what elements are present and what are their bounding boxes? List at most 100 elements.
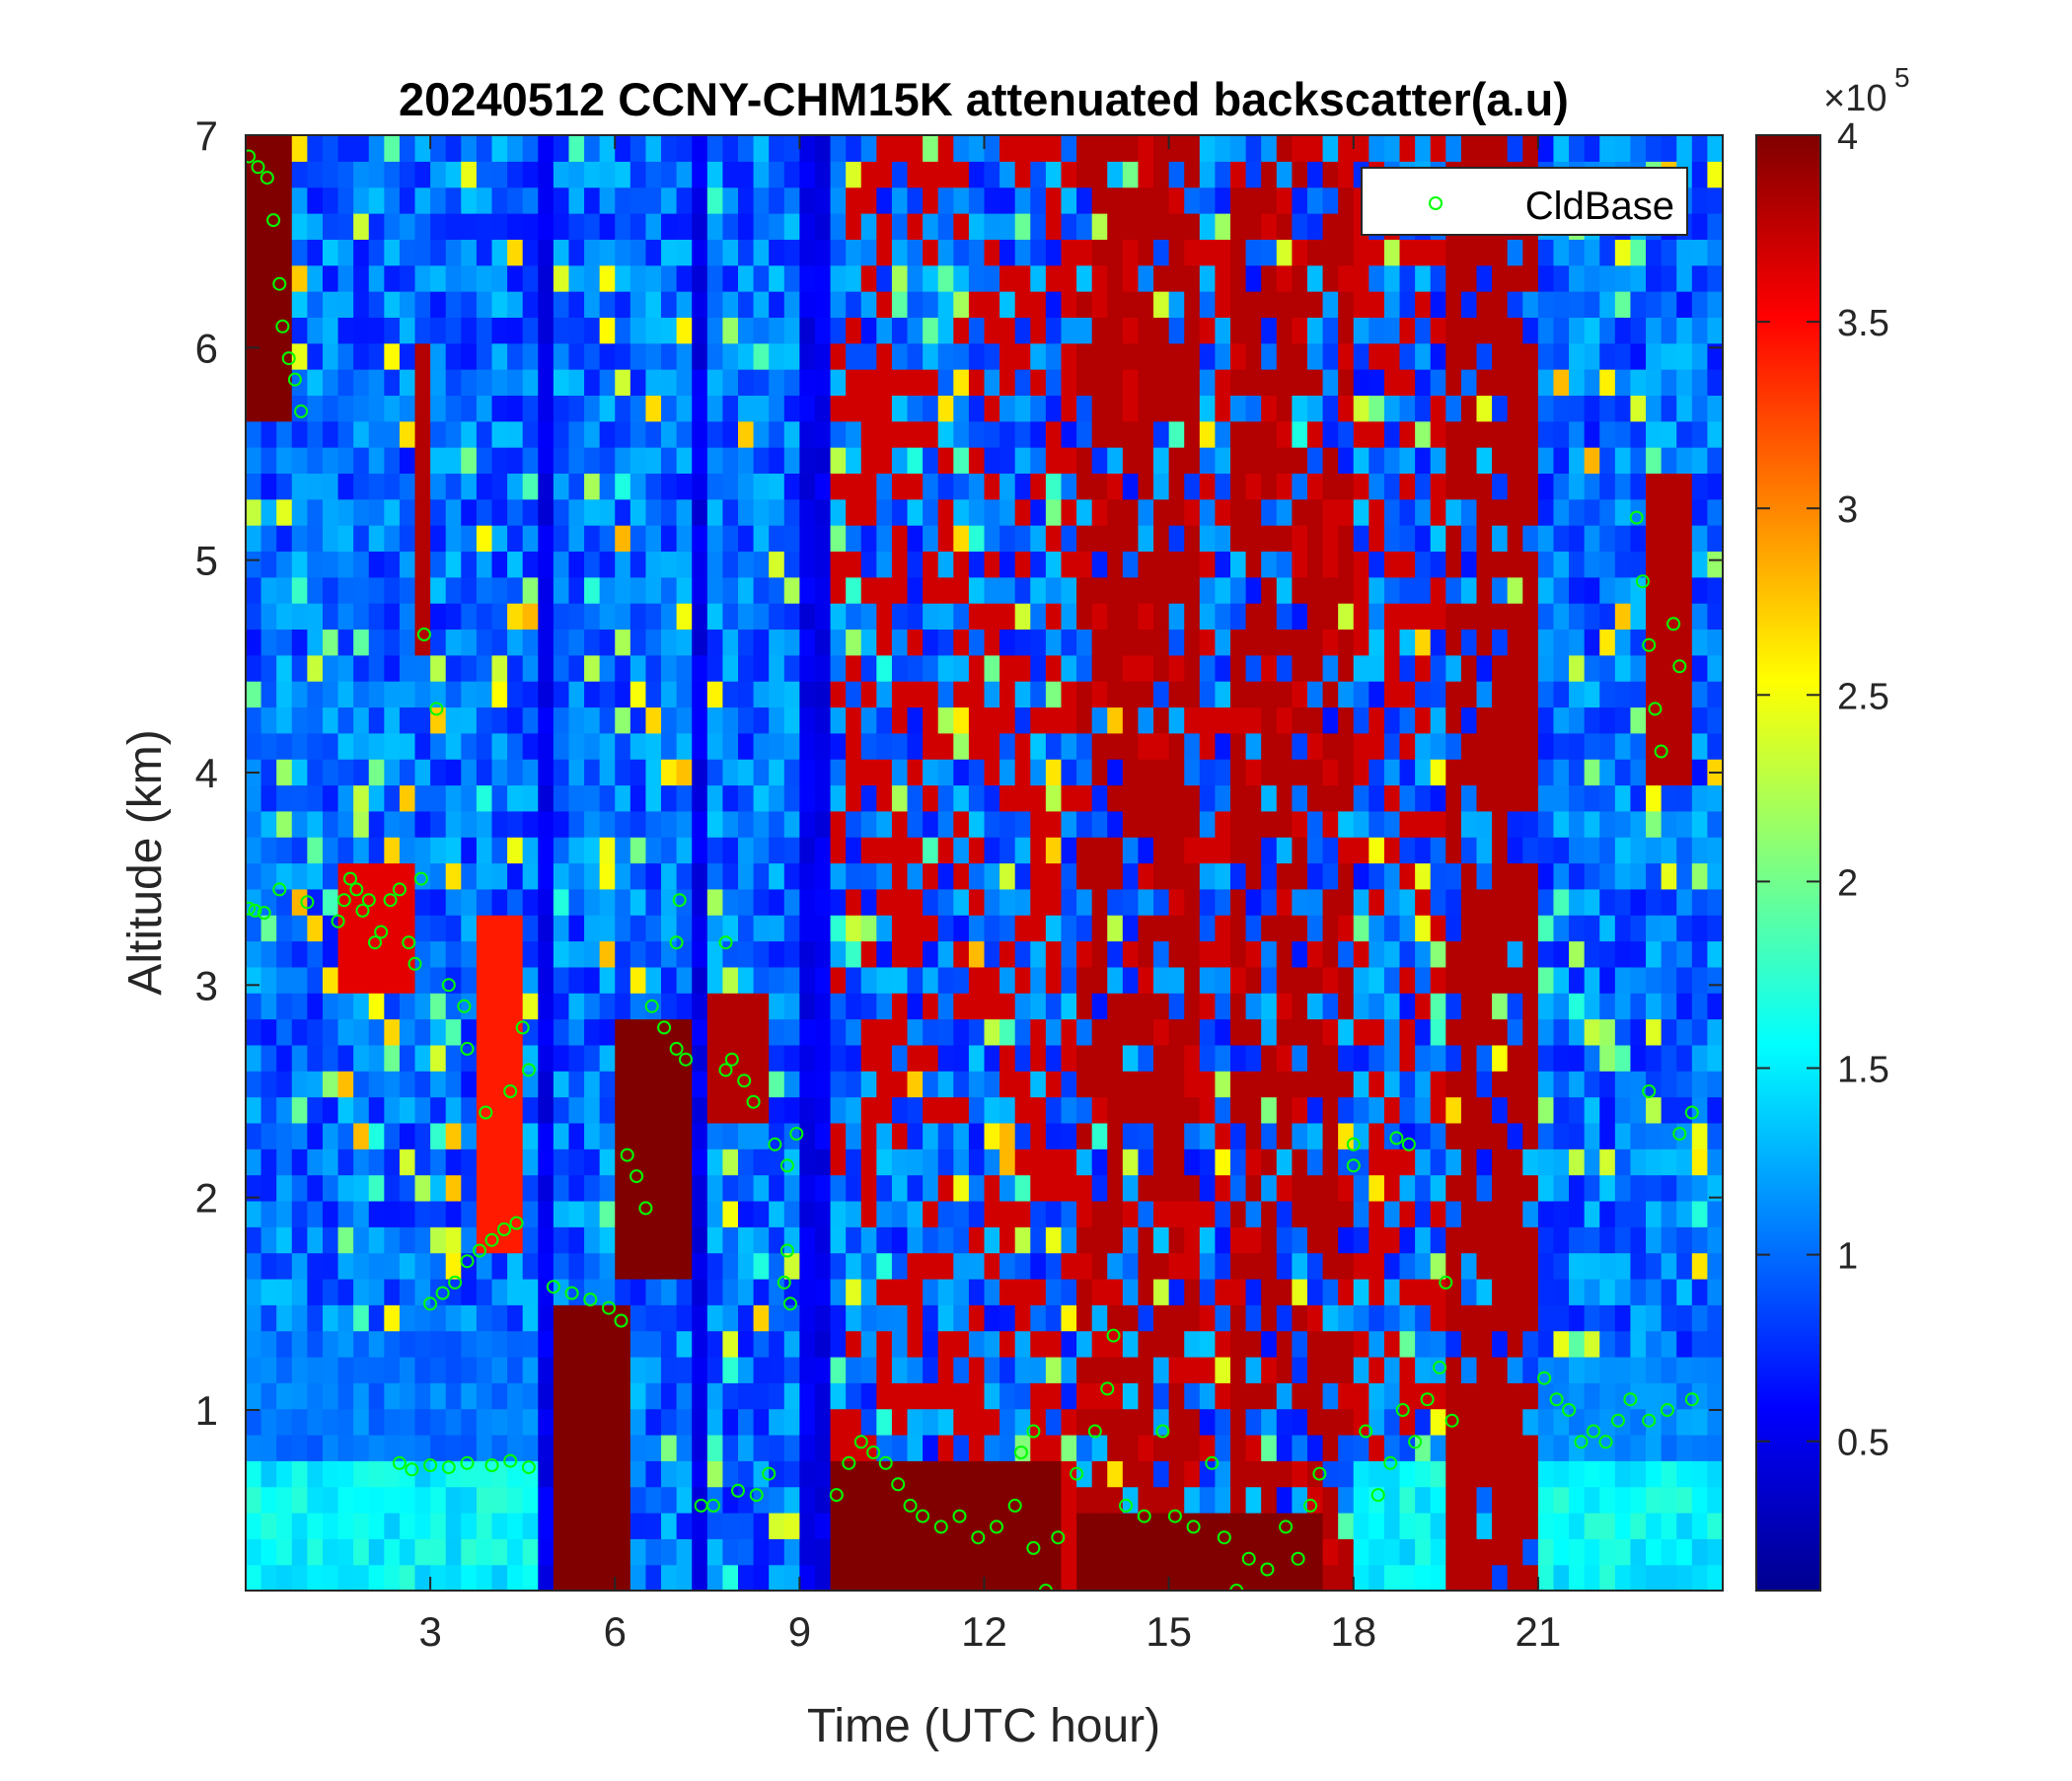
heatmap-cell	[1122, 629, 1140, 656]
heatmap-cell	[1168, 186, 1185, 214]
heatmap-cell	[676, 135, 693, 162]
heatmap-cell	[430, 1356, 447, 1383]
heatmap-cell	[1076, 395, 1093, 422]
heatmap-cell	[430, 759, 447, 786]
heatmap-cell	[1153, 1071, 1170, 1098]
heatmap-cell	[353, 759, 370, 786]
heatmap-cell	[1215, 1356, 1231, 1383]
heatmap-cell	[783, 1071, 800, 1098]
heatmap-cell	[1153, 993, 1170, 1020]
heatmap-cell	[615, 1149, 631, 1176]
heatmap-cell	[1184, 1071, 1201, 1098]
heatmap-cell	[706, 395, 723, 422]
heatmap-cell	[1076, 862, 1093, 890]
heatmap-cell	[661, 1174, 678, 1202]
heatmap-cell	[568, 317, 585, 344]
heatmap-cell	[1430, 1538, 1446, 1566]
heatmap-cell	[769, 654, 785, 682]
heatmap-cell	[830, 1356, 847, 1383]
heatmap-cell	[1091, 1460, 1108, 1488]
heatmap-cell	[1369, 420, 1385, 448]
heatmap-cell	[1322, 186, 1339, 214]
heatmap-cell	[846, 603, 862, 631]
heatmap-cell	[1599, 239, 1616, 266]
heatmap-cell	[322, 551, 339, 578]
heatmap-cell	[968, 837, 986, 864]
heatmap-cell	[291, 810, 308, 838]
heatmap-cell	[629, 291, 647, 318]
heatmap-cell	[676, 1071, 693, 1098]
heatmap-cell	[337, 1226, 354, 1254]
heatmap-cell	[291, 915, 308, 942]
heatmap-cell	[891, 1564, 909, 1591]
heatmap-cell	[860, 862, 877, 890]
heatmap-cell	[476, 629, 493, 656]
heatmap-cell	[830, 1330, 847, 1358]
heatmap-cell	[353, 1408, 370, 1436]
heatmap-cell	[661, 1149, 678, 1176]
heatmap-cell	[414, 1564, 431, 1591]
heatmap-cell	[830, 1096, 847, 1124]
heatmap-cell	[953, 525, 970, 553]
heatmap-cell	[1383, 1096, 1401, 1124]
heatmap-cell	[461, 888, 478, 916]
heatmap-cell	[1599, 551, 1616, 578]
heatmap-cell	[968, 732, 986, 760]
heatmap-cell	[430, 1018, 447, 1046]
heatmap-cell	[953, 1408, 970, 1436]
heatmap-cell	[1199, 1512, 1216, 1539]
heatmap-cell	[1261, 862, 1278, 890]
heatmap-cell	[629, 498, 647, 526]
heatmap-cell	[615, 1226, 631, 1254]
heatmap-cell	[414, 420, 431, 448]
heatmap-cell	[599, 1149, 616, 1176]
heatmap-cell	[1353, 603, 1369, 631]
heatmap-cell	[507, 681, 524, 708]
heatmap-cell	[1507, 706, 1523, 734]
heatmap-cell	[661, 1304, 678, 1332]
heatmap-cell	[307, 1044, 324, 1072]
heatmap-cell	[399, 576, 416, 604]
heatmap-cell	[676, 1330, 693, 1358]
heatmap-cell	[1353, 1174, 1369, 1202]
heatmap-cell	[384, 1018, 401, 1046]
heatmap-cell	[307, 135, 324, 162]
heatmap-cell	[753, 888, 770, 916]
heatmap-cell	[368, 1071, 385, 1098]
heatmap-cell	[1338, 576, 1355, 604]
heatmap-cell	[476, 1071, 493, 1098]
heatmap-cell	[1522, 239, 1539, 266]
heatmap-cell	[615, 862, 631, 890]
heatmap-cell	[923, 629, 939, 656]
heatmap-cell	[1122, 1512, 1140, 1539]
heatmap-cell	[1076, 1304, 1093, 1332]
heatmap-cell	[1184, 915, 1201, 942]
heatmap-cell	[1492, 862, 1509, 890]
heatmap-cell	[553, 551, 570, 578]
heatmap-cell	[1292, 1018, 1308, 1046]
heatmap-cell	[246, 551, 262, 578]
heatmap-cell	[629, 1330, 647, 1358]
heatmap-cell	[953, 1149, 970, 1176]
heatmap-cell	[1122, 1071, 1140, 1098]
heatmap-cell	[246, 1330, 262, 1358]
heatmap-cell	[968, 966, 986, 994]
heatmap-cell	[599, 1174, 616, 1202]
heatmap-cell	[522, 1408, 539, 1436]
heatmap-cell	[968, 1018, 986, 1046]
heatmap-cell	[1045, 1200, 1063, 1227]
heatmap-cell	[384, 654, 401, 682]
heatmap-cell	[1107, 1356, 1124, 1383]
heatmap-cell	[676, 317, 693, 344]
heatmap-cell	[1522, 264, 1539, 292]
heatmap-cell	[307, 1460, 324, 1488]
heatmap-cell	[1091, 1564, 1108, 1591]
heatmap-cell	[1399, 810, 1416, 838]
heatmap-cell	[491, 551, 508, 578]
heatmap-cell	[1076, 1408, 1093, 1436]
heatmap-cell	[799, 239, 816, 266]
heatmap-cell	[260, 1071, 277, 1098]
heatmap-cell	[769, 1356, 785, 1383]
heatmap-cell	[1430, 1512, 1446, 1539]
heatmap-cell	[491, 837, 508, 864]
